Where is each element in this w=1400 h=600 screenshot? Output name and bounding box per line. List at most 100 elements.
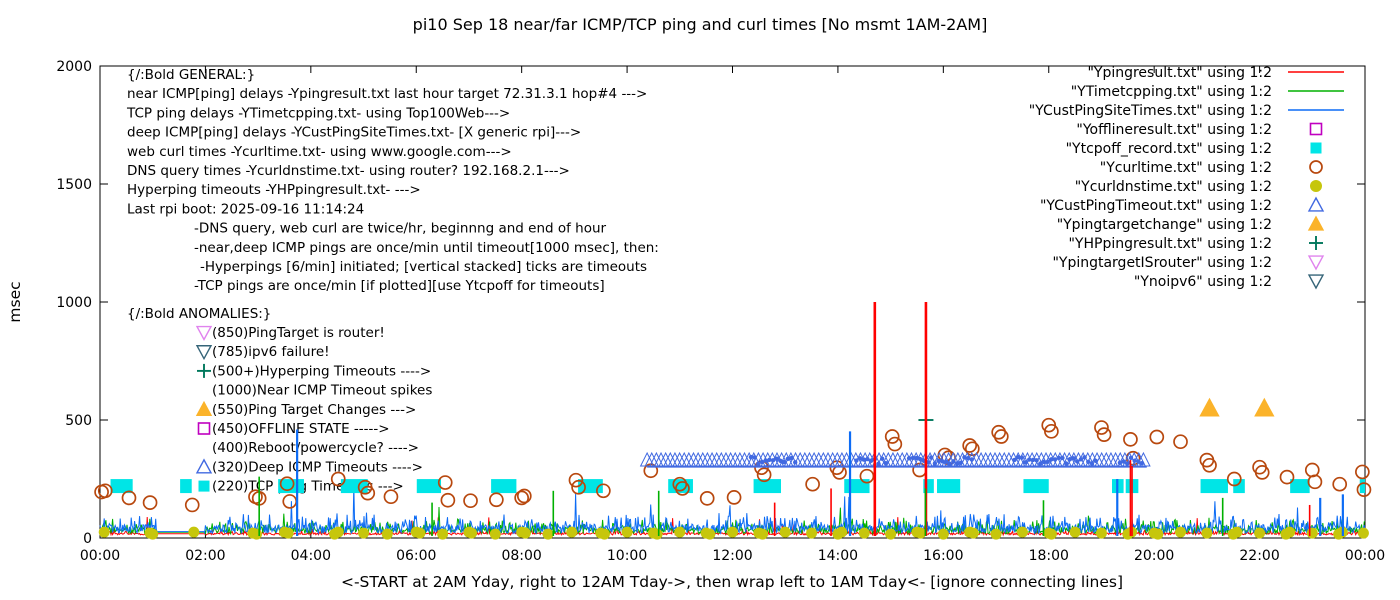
anomaly-label: (320)Deep ICMP Timeouts ----> xyxy=(212,459,423,475)
deep-icmp-timeout-triangle xyxy=(1075,451,1091,467)
deep-icmp-timeout-dot xyxy=(1041,459,1047,465)
curl-time-marker xyxy=(1356,482,1372,497)
deep-icmp-timeout-dot xyxy=(1027,457,1032,462)
deep-icmp-timeout-triangle xyxy=(825,451,840,467)
deep-icmp-timeout-dot xyxy=(1019,455,1025,460)
curl-time-marker xyxy=(121,490,137,506)
general-line: deep ICMP[ping] delays -YCustPingSiteTim… xyxy=(127,125,581,141)
dns-time-marker xyxy=(757,528,769,540)
deep-icmp-timeout-dot xyxy=(756,461,761,467)
dns-time-marker xyxy=(885,528,897,540)
ping-target-change-marker xyxy=(1199,397,1220,417)
dns-time-marker xyxy=(967,527,979,539)
deep-icmp-timeout-triangle xyxy=(987,451,1003,467)
deep-icmp-timeout-dot xyxy=(759,459,765,465)
anomaly-key-triangle-down-open-icon xyxy=(195,345,213,361)
deep-icmp-timeout-dot xyxy=(1075,459,1080,464)
deep-icmp-timeout-dot xyxy=(969,457,974,462)
deep-icmp-timeout-dot xyxy=(958,460,963,465)
deep-icmp-timeout-dot xyxy=(1082,455,1087,460)
curl-time-marker xyxy=(1094,420,1109,435)
legend-label: "Ycurldnstime.txt" using 1:2 xyxy=(1075,179,1272,195)
deep-icmp-timeout-dot xyxy=(1023,460,1028,465)
deep-icmp-timeout-dot xyxy=(1056,455,1061,461)
deep-icmp-timeout-dot xyxy=(940,459,945,464)
anomaly-label: (550)Ping Target Changes ---> xyxy=(212,402,416,418)
y-tick-label: 1500 xyxy=(56,177,92,193)
legend-label: "YHPpingresult.txt" using 1:2 xyxy=(1068,236,1272,252)
curl-time-marker xyxy=(282,494,298,509)
deep-icmp-timeout-dot xyxy=(965,456,971,461)
tcpoff-square xyxy=(1233,479,1245,494)
deep-icmp-timeout-triangle xyxy=(978,451,994,467)
deep-icmp-timeout-dot xyxy=(789,455,794,461)
deep-icmp-timeout-triangle xyxy=(1099,451,1114,467)
dns-time-marker xyxy=(251,528,263,540)
dns-time-marker xyxy=(858,527,870,539)
tcp-ping-line xyxy=(99,506,1366,536)
dns-time-marker xyxy=(704,528,716,540)
deep-icmp-timeout-triangle xyxy=(992,451,1007,467)
dns-time-marker xyxy=(1284,526,1296,538)
curl-time-marker xyxy=(1307,474,1323,490)
tcpoff-square xyxy=(923,479,934,494)
deep-icmp-timeout-triangle xyxy=(700,451,715,467)
deep-icmp-timeout-triangle xyxy=(653,451,669,467)
deep-icmp-timeout-dot xyxy=(1128,455,1134,461)
dns-time-marker xyxy=(836,526,848,538)
curl-time-marker xyxy=(1149,429,1165,445)
deep-icmp-timeout-triangle xyxy=(732,451,748,467)
deep-icmp-timeout-triangle xyxy=(797,451,813,467)
dns-time-marker xyxy=(542,528,554,540)
dns-time-marker xyxy=(519,527,531,539)
dns-time-marker xyxy=(1016,526,1028,538)
deep-icmp-timeout-triangle xyxy=(820,451,836,467)
curl-time-marker xyxy=(514,490,530,506)
curl-time-marker xyxy=(1202,457,1217,473)
deep-icmp-timeout-dot xyxy=(1030,457,1036,463)
deep-icmp-timeout-dot xyxy=(1012,457,1017,463)
deep-icmp-timeout-dot xyxy=(1049,457,1054,462)
dns-time-marker xyxy=(358,527,370,539)
x-tick-label: 08:00 xyxy=(501,548,541,564)
curl-time-marker xyxy=(1096,427,1112,442)
deep-icmp-timeout-dot xyxy=(785,456,791,462)
dns-time-marker xyxy=(147,528,159,540)
dns-time-marker xyxy=(332,526,344,538)
dns-time-marker xyxy=(1175,526,1187,538)
dns-time-marker xyxy=(779,526,791,538)
anomalies-header: {/:Bold ANOMALIES:} xyxy=(127,306,271,322)
deep-icmp-timeout-dot xyxy=(861,457,866,462)
deep-icmp-timeout-triangle xyxy=(676,451,692,467)
legend-label: "Ypingtargetchange" using 1:2 xyxy=(1057,217,1272,233)
deep-icmp-timeout-dot xyxy=(1052,457,1058,462)
curl-time-marker xyxy=(489,492,504,508)
deep-icmp-timeout-dot xyxy=(1078,457,1084,462)
dns-time-marker xyxy=(98,526,110,538)
curl-time-marker xyxy=(330,471,346,487)
legend-label: "YCustPingTimeout.txt" using 1:2 xyxy=(1040,198,1272,214)
x-tick-label: 14:00 xyxy=(818,548,858,564)
legend-triangle-down-open-icon xyxy=(1307,255,1325,271)
general-note: -TCP pings are once/min [if plotted][use… xyxy=(194,278,605,294)
deep-icmp-timeout-dot xyxy=(876,461,881,467)
deep-icmp-timeout-triangle xyxy=(667,451,683,467)
legend-circle-filled-icon xyxy=(1310,180,1322,192)
deep-icmp-timeout-dot xyxy=(947,461,952,466)
tcpoff-square xyxy=(1200,479,1228,494)
deep-icmp-timeout-triangle xyxy=(983,451,998,467)
curl-time-marker xyxy=(993,429,1009,444)
x-tick-label: 04:00 xyxy=(291,548,331,564)
deep-icmp-timeout-dot xyxy=(781,459,787,465)
tcpoff-square xyxy=(937,479,961,494)
deep-icmp-timeout-dot xyxy=(865,456,870,462)
deep-icmp-timeout-dot xyxy=(857,456,863,461)
deep-icmp-timeout-dot xyxy=(936,458,941,464)
x-tick-label: 06:00 xyxy=(396,548,436,564)
anomaly-label: (785)ipv6 failure! xyxy=(212,344,330,360)
curl-time-marker xyxy=(1254,465,1270,480)
ping-target-change-marker xyxy=(1254,397,1275,417)
anomaly-label: (400)Reboot/powercycle? ----> xyxy=(212,440,419,456)
curl-time-marker xyxy=(571,479,586,495)
